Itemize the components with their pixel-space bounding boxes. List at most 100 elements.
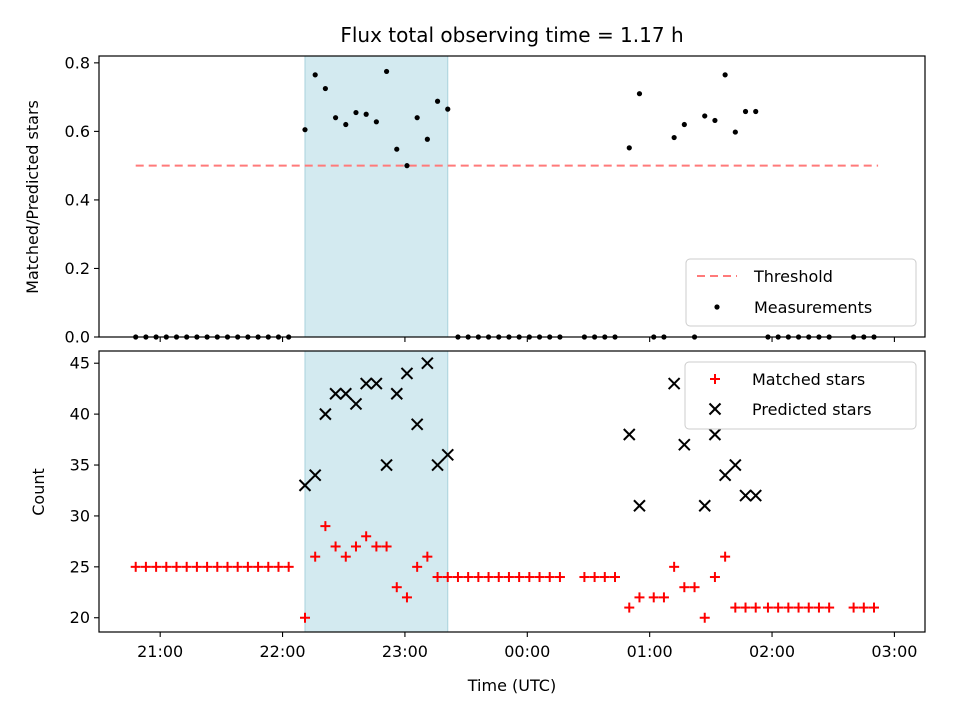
matched-stars-marker (858, 602, 869, 613)
predicted-stars-marker (749, 489, 762, 502)
predicted-stars-marker-b (359, 377, 373, 390)
bottom-y-tick-label: 30 (70, 506, 90, 525)
predicted-stars-marker-b (749, 489, 762, 502)
predicted-stars-marker-b (319, 407, 332, 421)
predicted-stars-marker-b (729, 458, 742, 472)
matched-stars-marker (793, 602, 804, 613)
bottom-legend: Matched stars Predicted stars (684, 361, 917, 430)
measurement-point (373, 119, 379, 125)
x-tick-label: 21:00 (137, 642, 183, 661)
measurement-point (742, 108, 749, 115)
top-y-tick-label: 0.8 (65, 53, 90, 72)
matched-stars-marker (242, 561, 253, 572)
matched-stars-marker (699, 612, 710, 623)
matched-stars-marker (730, 602, 741, 613)
predicted-stars-marker (329, 387, 342, 400)
measurement-point (424, 136, 430, 142)
measurement-point (671, 134, 677, 141)
matched-stars-marker (473, 572, 484, 583)
matched-stars-marker (361, 531, 372, 542)
matched-stars-marker (544, 572, 555, 583)
predicted-stars-marker-b (678, 438, 691, 451)
x-tick-label: 02:00 (749, 642, 795, 661)
legend-matched-label: Matched stars (752, 370, 865, 389)
top-y-tick-label: 0.0 (65, 328, 90, 347)
predicted-stars-marker-b (339, 387, 352, 400)
predicted-stars-marker-b (298, 479, 312, 492)
matched-stars-marker (579, 572, 590, 583)
top-y-tick-label: 0.6 (65, 122, 90, 141)
measurement-point (753, 108, 759, 115)
measurement-point (681, 121, 687, 128)
predicted-stars-marker-b (623, 428, 636, 441)
matched-stars-marker (283, 561, 294, 572)
predicted-stars-marker-b (308, 469, 322, 482)
predicted-stars-marker-b (441, 448, 454, 462)
measurement-point (363, 111, 369, 117)
matched-stars-marker (181, 561, 192, 572)
matched-stars-marker (648, 592, 659, 603)
predicted-stars-marker-b (329, 387, 342, 400)
top-legend-box (685, 258, 917, 327)
measurement-point (302, 127, 308, 133)
x-tick-label: 01:00 (627, 642, 673, 661)
top-panel: 0.0 0.2 0.4 0.6 0.8 Threshold Measurements (65, 53, 926, 347)
matched-stars-marker (412, 561, 423, 572)
top-highlight-span (304, 55, 449, 338)
predicted-stars-marker-b (698, 499, 711, 512)
x-tick-label: 23:00 (382, 642, 428, 661)
x-axis-label: Time (UTC) (467, 676, 556, 695)
measurement-point (322, 85, 328, 92)
predicted-stars-marker (623, 428, 636, 441)
measurement-point (312, 72, 318, 78)
matched-stars-marker (371, 541, 382, 552)
matched-stars-marker (689, 582, 700, 593)
legend-measurements-label: Measurements (754, 298, 872, 317)
bottom-panel: 20 25 30 35 40 45 21:00 22:00 23:00 00:00 01:00 02:… (70, 350, 926, 661)
measurement-point (712, 117, 718, 124)
matched-stars-marker (869, 602, 880, 613)
matched-stars-marker (824, 602, 835, 613)
predicted-stars-marker (298, 479, 312, 492)
predicted-stars-marker (370, 377, 383, 390)
predicted-stars-marker (308, 469, 322, 482)
predicted-stars-marker (708, 428, 722, 441)
matched-stars-marker (452, 572, 463, 583)
predicted-stars-marker (380, 458, 393, 472)
measurement-point (702, 113, 708, 119)
x-tick-label: 22:00 (260, 642, 306, 661)
matched-stars-marker (624, 602, 635, 613)
matched-stars-marker (222, 561, 233, 572)
matched-stars-marker (589, 572, 600, 583)
measurement-point (404, 163, 410, 169)
predicted-stars-marker (441, 448, 454, 462)
matched-stars-marker (848, 602, 859, 613)
measurement-point (332, 115, 339, 121)
matched-stars-marker (599, 572, 610, 583)
predicted-stars-marker-b (390, 387, 403, 400)
top-y-tick-label: 0.4 (65, 190, 90, 209)
predicted-stars-marker-b (400, 367, 414, 380)
matched-stars-marker (381, 541, 392, 552)
matched-stars-marker (401, 592, 412, 603)
predicted-stars-marker (400, 367, 414, 380)
predicted-stars-marker-b (633, 499, 646, 512)
matched-stars-marker (609, 572, 620, 583)
predicted-stars-marker (339, 387, 352, 400)
matched-stars-marker (709, 572, 720, 583)
measurement-point (722, 72, 728, 78)
matched-stars-marker (432, 572, 443, 583)
measurement-point (445, 106, 451, 112)
predicted-stars-marker-b (708, 428, 722, 441)
matched-stars-marker (350, 541, 361, 552)
matched-stars-marker (320, 521, 331, 532)
predicted-stars-marker-b (380, 458, 393, 472)
matched-stars-marker (514, 572, 525, 583)
bottom-y-tick-label: 45 (70, 354, 90, 373)
predicted-stars-marker-b (410, 418, 424, 431)
predicted-stars-marker (319, 407, 332, 421)
legend-predicted-swatch-b (708, 402, 722, 416)
matched-stars-marker (740, 602, 751, 613)
x-tick-label: 03:00 (871, 642, 917, 661)
